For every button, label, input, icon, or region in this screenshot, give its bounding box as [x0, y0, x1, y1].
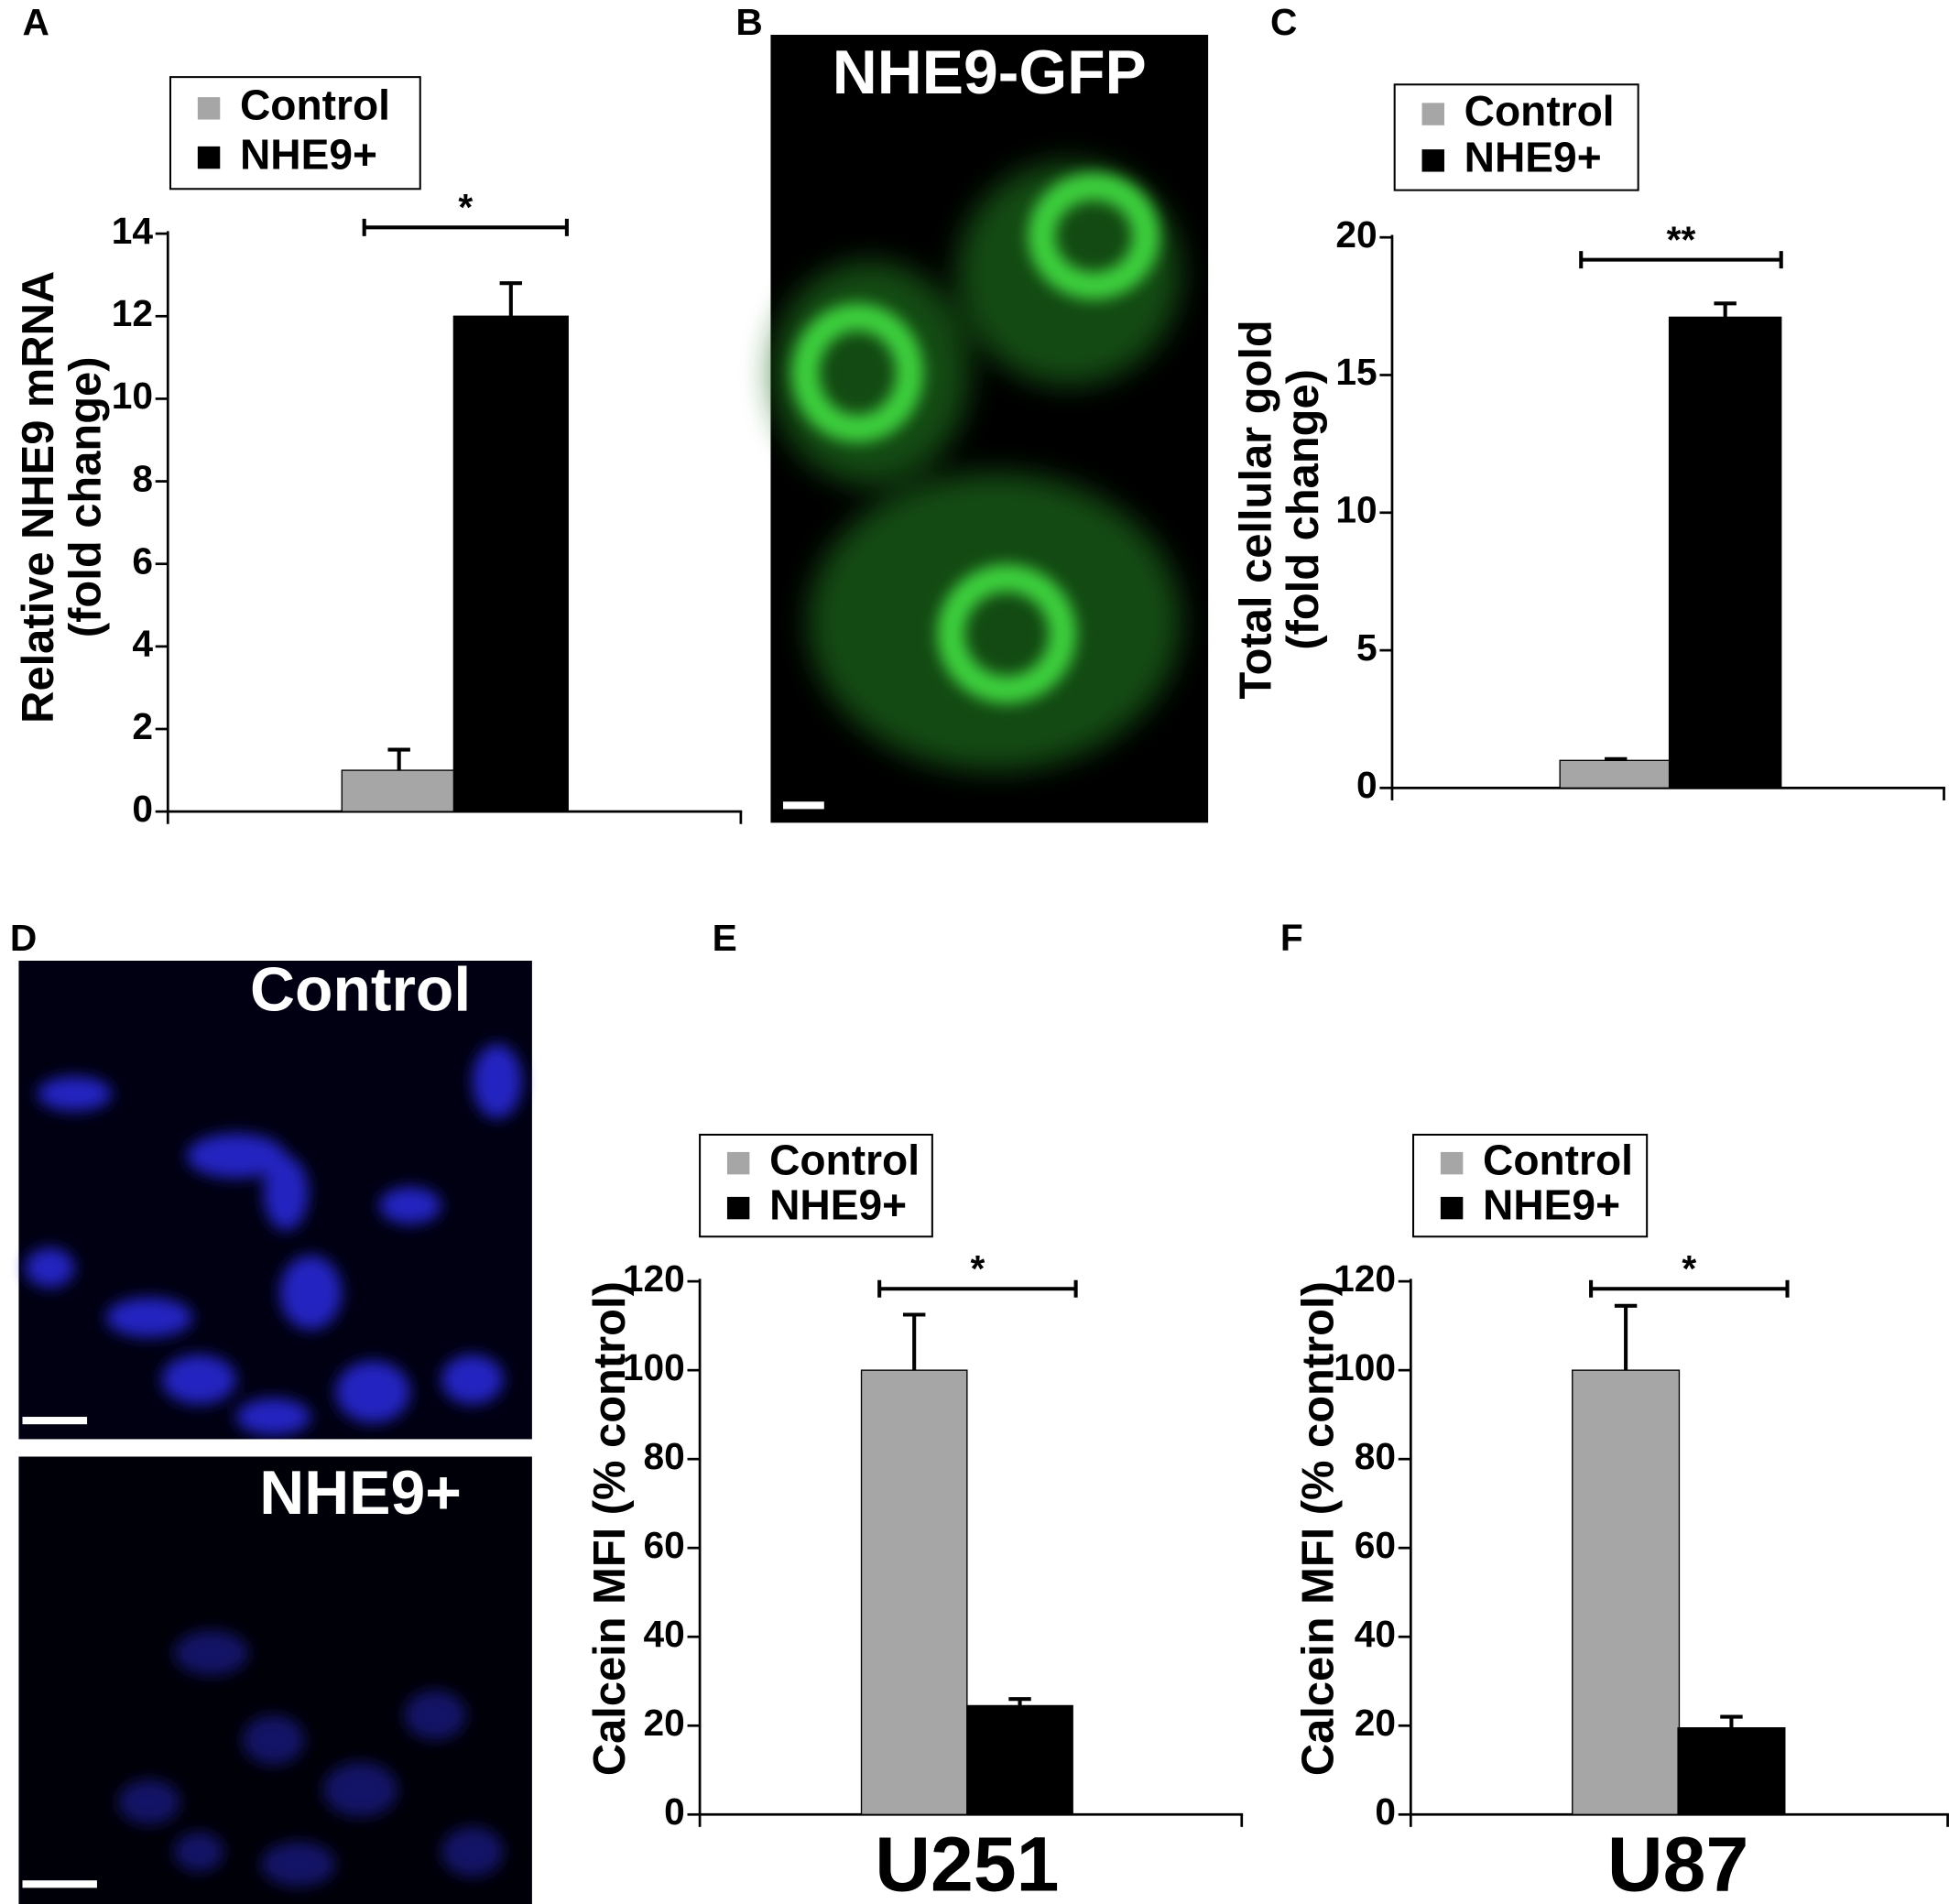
- panel-label: C: [1270, 1, 1297, 43]
- y-tick-label: 80: [1355, 1435, 1396, 1477]
- legend-label: NHE9+: [1464, 134, 1602, 181]
- y-tick-label: 2: [132, 705, 153, 747]
- legend-box: [1412, 1133, 1649, 1238]
- y-tick-label: 100: [1334, 1346, 1396, 1388]
- panel-label: B: [735, 1, 762, 43]
- significance: **: [1667, 218, 1696, 260]
- error-bar: [387, 747, 410, 771]
- bar: [341, 769, 457, 812]
- scale-bar: [22, 1880, 97, 1888]
- bar: [1677, 1727, 1786, 1815]
- error-bar: [1008, 1697, 1031, 1706]
- y-tick-label: 14: [112, 210, 154, 252]
- error-bar: [1605, 756, 1628, 761]
- panel-label: F: [1280, 917, 1303, 959]
- error-bar: [499, 281, 523, 317]
- scale-bar: [783, 801, 824, 810]
- scale-bar: [22, 1417, 88, 1425]
- y-tick-label: 15: [1335, 351, 1377, 393]
- y-tick-label: 10: [112, 375, 153, 417]
- error-bar: [902, 1312, 926, 1371]
- y-tick-label: 4: [132, 623, 153, 665]
- y-axis-label: (fold change): [60, 357, 110, 638]
- y-tick-label: 0: [1356, 764, 1377, 806]
- image-label: Control: [250, 956, 471, 1025]
- bar: [1572, 1369, 1681, 1815]
- bar: [452, 315, 569, 812]
- legend-label: Control: [240, 82, 390, 129]
- legend-swatch: [726, 1196, 750, 1220]
- y-axis-label: Calcein MFI (% control): [1294, 1281, 1344, 1776]
- panel-label: A: [23, 1, 49, 43]
- significance: *: [970, 1247, 985, 1289]
- legend-label: NHE9+: [1483, 1180, 1620, 1228]
- y-tick-label: 20: [1355, 1702, 1396, 1744]
- significance: *: [458, 186, 473, 228]
- legend-swatch: [197, 97, 221, 120]
- y-axis-label: (fold change): [1279, 369, 1328, 650]
- y-tick-label: 10: [1335, 489, 1377, 531]
- y-tick-label: 60: [1355, 1524, 1396, 1566]
- legend-swatch: [1440, 1196, 1464, 1220]
- y-tick-label: 100: [623, 1346, 685, 1388]
- y-axis-label: Relative NHE9 mRNA: [14, 271, 63, 724]
- y-tick-label: 120: [623, 1257, 685, 1300]
- y-axis-label: Total cellular gold: [1232, 320, 1281, 699]
- error-bar: [1720, 1714, 1743, 1728]
- legend-label: Control: [1483, 1136, 1633, 1183]
- x-axis-label: U251: [875, 1822, 1059, 1904]
- legend-label: Control: [1464, 87, 1615, 135]
- y-tick-label: 80: [644, 1435, 685, 1477]
- y-tick-label: 40: [1355, 1613, 1396, 1655]
- y-tick-label: 120: [1334, 1257, 1396, 1300]
- legend-box: [1393, 83, 1639, 191]
- y-tick-label: 8: [132, 457, 153, 499]
- bar: [1559, 759, 1672, 789]
- legend-label: Control: [769, 1136, 920, 1183]
- legend-box: [169, 76, 421, 190]
- x-axis-label: U87: [1607, 1822, 1748, 1904]
- bar: [860, 1369, 968, 1815]
- legend-swatch: [1421, 103, 1444, 125]
- y-tick-label: 12: [112, 292, 153, 334]
- significance: *: [1682, 1247, 1696, 1289]
- y-tick-label: 60: [644, 1524, 685, 1566]
- micrograph-gfp: NHE9-GFP: [770, 34, 1209, 823]
- legend-box: [699, 1133, 933, 1238]
- y-tick-label: 0: [132, 788, 153, 830]
- legend-label: NHE9+: [240, 130, 377, 178]
- legend-swatch: [726, 1151, 750, 1175]
- y-tick-label: 20: [644, 1702, 685, 1744]
- bar: [1668, 316, 1782, 789]
- bar: [966, 1704, 1073, 1815]
- legend-swatch: [1421, 149, 1444, 172]
- error-bar: [1614, 1303, 1638, 1371]
- panel-label: D: [10, 917, 37, 959]
- y-tick-label: 0: [1375, 1790, 1396, 1833]
- legend-label: NHE9+: [769, 1180, 907, 1228]
- y-tick-label: 40: [644, 1613, 685, 1655]
- y-tick-label: 6: [132, 539, 153, 582]
- error-bar: [1714, 301, 1737, 318]
- micrograph-control: Control: [18, 956, 532, 1440]
- image-label: NHE9-GFP: [833, 38, 1147, 107]
- y-tick-label: 0: [664, 1790, 685, 1833]
- y-axis-label: Calcein MFI (% control): [585, 1281, 635, 1776]
- legend-swatch: [1440, 1151, 1464, 1175]
- y-tick-label: 20: [1335, 213, 1377, 256]
- legend-swatch: [197, 146, 221, 169]
- y-tick-label: 5: [1356, 626, 1377, 669]
- image-label: NHE9+: [259, 1459, 462, 1528]
- micrograph-nhe9: NHE9+: [18, 1456, 532, 1904]
- panel-label: E: [713, 917, 737, 959]
